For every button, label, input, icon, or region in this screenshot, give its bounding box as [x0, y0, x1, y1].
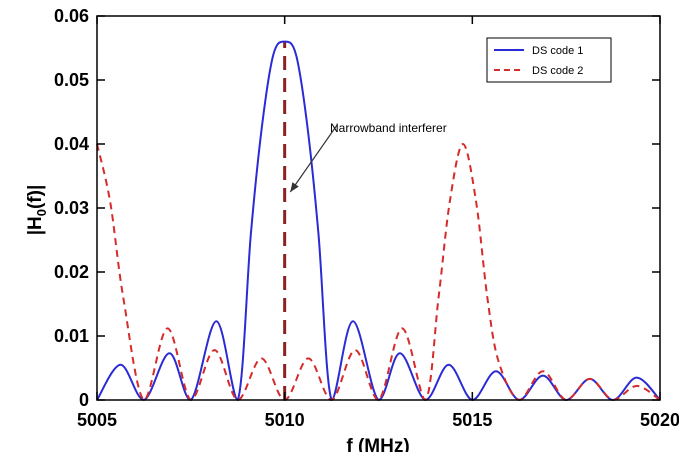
y-tick-label: 0.05 — [54, 70, 89, 90]
y-tick-label: 0.04 — [54, 134, 89, 154]
legend-label-ds-code-2: DS code 2 — [532, 65, 583, 77]
annotation-label: Narrowband interferer — [330, 121, 447, 135]
x-tick-label: 5005 — [77, 410, 117, 430]
chart-marks — [96, 40, 661, 402]
annotation-arrow-shaft — [289, 124, 338, 193]
x-tick-label: 5020 — [640, 410, 679, 430]
y-axis-label-main: |H — [25, 216, 46, 235]
y-tick-label: 0.02 — [54, 262, 89, 282]
annotation-arrow-head — [290, 182, 299, 192]
y-axis-label-tail: (f)| — [25, 185, 46, 209]
axis-ticks: 5005 5010 5015 5020 0 0.01 0.02 0.03 0.04 0.05 0.0… — [54, 6, 679, 430]
y-tick-label: 0 — [79, 390, 89, 410]
y-tick-label: 0.01 — [54, 326, 89, 346]
series-line-2 — [96, 142, 661, 402]
legend-label-ds-code-1: DS code 1 — [532, 45, 583, 57]
series-line-1 — [96, 40, 661, 402]
x-axis-label: f (MHz) — [346, 436, 409, 452]
legend: DS code 1 DS code 2 — [486, 37, 612, 83]
y-axis-label: |H0(f)| — [25, 185, 49, 236]
legend-box — [486, 37, 612, 83]
y-tick-label: 0.03 — [54, 198, 89, 218]
y-tick-label: 0.06 — [54, 6, 89, 26]
x-tick-label: 5015 — [452, 410, 492, 430]
x-tick-label: 5010 — [265, 410, 305, 430]
y-axis-label-subscript: 0 — [34, 209, 49, 216]
